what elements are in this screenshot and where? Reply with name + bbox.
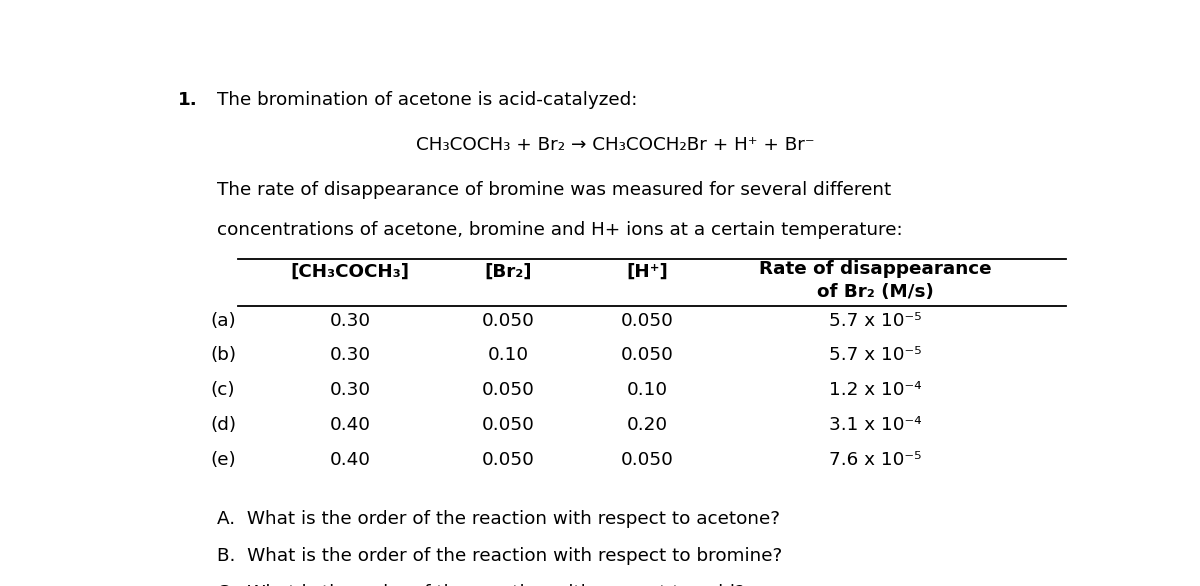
- Text: The bromination of acetone is acid-catalyzed:: The bromination of acetone is acid-catal…: [217, 91, 637, 108]
- Text: [H⁺]: [H⁺]: [626, 263, 668, 281]
- Text: 0.10: 0.10: [626, 381, 668, 399]
- Text: 0.30: 0.30: [329, 346, 371, 364]
- Text: 5.7 x 10⁻⁵: 5.7 x 10⁻⁵: [829, 346, 922, 364]
- Text: (e): (e): [210, 451, 236, 469]
- Text: The rate of disappearance of bromine was measured for several different: The rate of disappearance of bromine was…: [217, 181, 892, 199]
- Text: C.  What is the order of the reaction with respect to acid?: C. What is the order of the reaction wit…: [217, 584, 744, 586]
- Text: CH₃COCH₃ + Br₂ → CH₃COCH₂Br + H⁺ + Br⁻: CH₃COCH₃ + Br₂ → CH₃COCH₂Br + H⁺ + Br⁻: [415, 136, 815, 154]
- Text: 1.: 1.: [178, 91, 198, 108]
- Text: 0.050: 0.050: [481, 451, 534, 469]
- Text: (d): (d): [210, 416, 236, 434]
- Text: Rate of disappearance: Rate of disappearance: [760, 260, 991, 278]
- Text: 0.40: 0.40: [330, 416, 371, 434]
- Text: 0.20: 0.20: [626, 416, 668, 434]
- Text: 0.40: 0.40: [330, 451, 371, 469]
- Text: concentrations of acetone, bromine and H+ ions at a certain temperature:: concentrations of acetone, bromine and H…: [217, 220, 902, 239]
- Text: (c): (c): [210, 381, 235, 399]
- Text: 0.050: 0.050: [481, 312, 534, 330]
- Text: 0.050: 0.050: [622, 451, 674, 469]
- Text: 0.050: 0.050: [481, 416, 534, 434]
- Text: 0.050: 0.050: [622, 346, 674, 364]
- Text: 0.050: 0.050: [622, 312, 674, 330]
- Text: B.  What is the order of the reaction with respect to bromine?: B. What is the order of the reaction wit…: [217, 547, 782, 565]
- Text: 0.30: 0.30: [329, 312, 371, 330]
- Text: (a): (a): [210, 312, 236, 330]
- Text: 7.6 x 10⁻⁵: 7.6 x 10⁻⁵: [829, 451, 922, 469]
- Text: of Br₂ (M/s): of Br₂ (M/s): [817, 283, 934, 301]
- Text: [CH₃COCH₃]: [CH₃COCH₃]: [290, 263, 409, 281]
- Text: (b): (b): [210, 346, 236, 364]
- Text: 0.10: 0.10: [487, 346, 529, 364]
- Text: [Br₂]: [Br₂]: [485, 263, 532, 281]
- Text: 0.30: 0.30: [329, 381, 371, 399]
- Text: 1.2 x 10⁻⁴: 1.2 x 10⁻⁴: [829, 381, 922, 399]
- Text: 0.050: 0.050: [481, 381, 534, 399]
- Text: 3.1 x 10⁻⁴: 3.1 x 10⁻⁴: [829, 416, 922, 434]
- Text: 5.7 x 10⁻⁵: 5.7 x 10⁻⁵: [829, 312, 922, 330]
- Text: A.  What is the order of the reaction with respect to acetone?: A. What is the order of the reaction wit…: [217, 510, 780, 528]
